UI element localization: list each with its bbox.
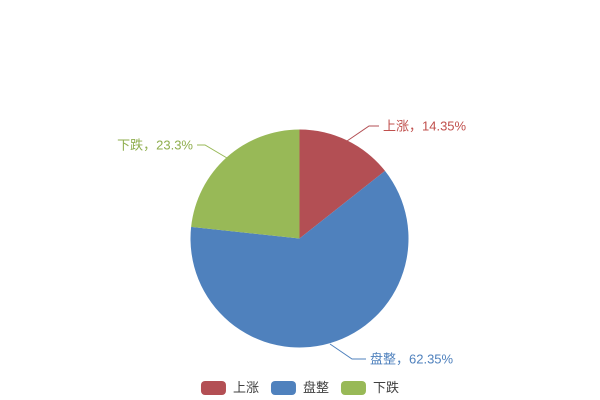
legend-item-2[interactable]: 下跌 [341, 381, 399, 395]
legend-item-0[interactable]: 上涨 [200, 380, 259, 395]
legend-swatch-0 [200, 381, 226, 395]
legend-swatch-1 [270, 381, 296, 395]
label-line-0 [346, 125, 379, 142]
legend-item-1[interactable]: 盘整 [270, 380, 330, 395]
pie-slice-2[interactable] [191, 129, 300, 239]
slice-label-1: 盘整，62.35% [370, 352, 454, 367]
pie-slice-0[interactable] [299, 129, 385, 239]
slice-label-0: 上涨，14.35% [383, 119, 467, 134]
legend: 上涨 盘整 下跌 [200, 380, 399, 395]
legend-label-0: 上涨 [232, 380, 259, 395]
slice-label-2: 下跌，23.3% [117, 138, 193, 153]
pie-slice-1[interactable] [190, 170, 409, 348]
legend-label-2: 下跌 [373, 380, 400, 395]
label-line-2 [197, 144, 228, 159]
legend-label-1: 盘整 [302, 380, 330, 395]
label-line-1 [329, 343, 366, 360]
legend-swatch-2 [341, 381, 367, 395]
